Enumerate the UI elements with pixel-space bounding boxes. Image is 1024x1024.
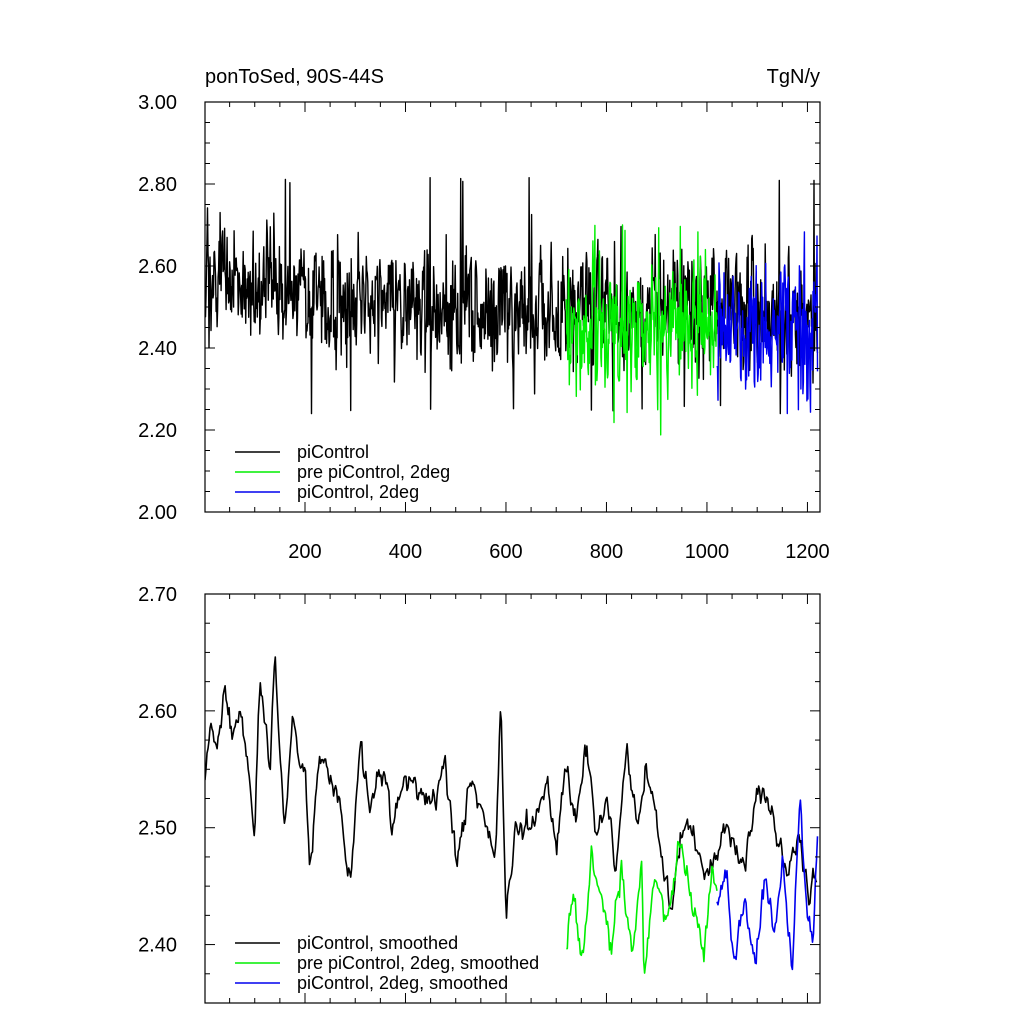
top-series-1 <box>565 224 718 436</box>
bottom-series-2 <box>716 799 819 971</box>
top-x-tick-label: 800 <box>590 541 623 563</box>
bottom-series-group <box>205 656 819 974</box>
top-y-tick-label: 2.60 <box>138 256 177 278</box>
top-legend-label-2: piControl, 2deg <box>297 482 419 502</box>
top-y-tick-label: 2.40 <box>138 338 177 360</box>
top-panel: 2.00 2.20 2.40 2.60 2.80 3.00 200 400 600 800 1000… <box>138 92 830 563</box>
top-y-tick-label: 2.20 <box>138 420 177 442</box>
bottom-legend-label-1: pre piControl, 2deg, smoothed <box>297 953 539 973</box>
top-y-tick-label: 3.00 <box>138 92 177 114</box>
top-series-0 <box>205 177 819 415</box>
top-x-tick-label: 600 <box>489 541 522 563</box>
top-series-2 <box>716 231 819 415</box>
top-x-tick-label: 200 <box>288 541 321 563</box>
bottom-legend-label-2: piControl, 2deg, smoothed <box>297 973 508 993</box>
bottom-y-tick-label: 2.40 <box>138 935 177 957</box>
top-y-tick-label: 2.80 <box>138 174 177 196</box>
bottom-y-tick-label: 2.50 <box>138 818 177 840</box>
top-legend-label-1: pre piControl, 2deg <box>297 462 450 482</box>
bottom-series-1 <box>566 840 718 974</box>
bottom-series-0 <box>205 656 818 919</box>
bottom-y-tick-label: 2.70 <box>138 584 177 606</box>
top-x-tick-label: 400 <box>389 541 422 563</box>
title-left: ponToSed, 90S-44S <box>205 66 384 88</box>
bottom-y-tick-label: 2.60 <box>138 701 177 723</box>
top-y-tick-label: 2.00 <box>138 502 177 524</box>
bottom-legend-label-0: piControl, smoothed <box>297 933 458 953</box>
title-right: TgN/y <box>767 66 820 88</box>
top-x-tick-label: 1200 <box>785 541 830 563</box>
top-series-group <box>205 177 819 436</box>
top-x-tick-label: 1000 <box>685 541 730 563</box>
top-legend-label-0: piControl <box>297 442 369 462</box>
